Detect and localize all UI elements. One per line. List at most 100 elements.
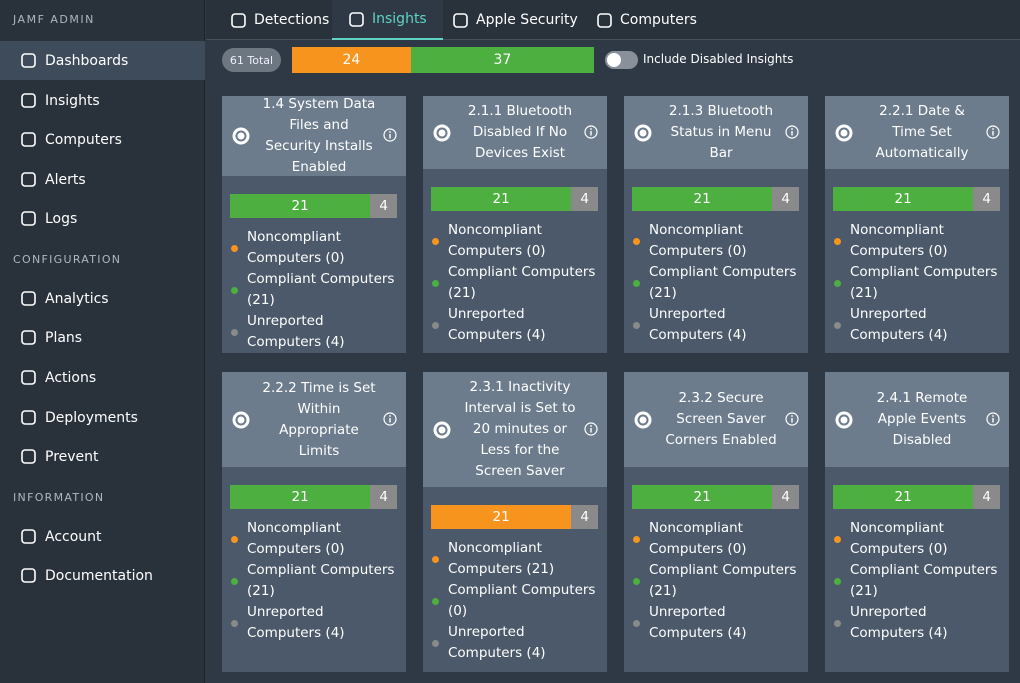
- insight-card[interactable]: 2.2.2 Time is Set Within Appropriate Lim…: [222, 372, 406, 672]
- legend-label: Unreported Computers (4): [649, 604, 747, 641]
- tab-label: Detections: [254, 12, 330, 28]
- card-bar: 21 4: [632, 485, 799, 509]
- insight-card[interactable]: 2.2.1 Date & Time Set Automatically 21 4 No…: [825, 96, 1009, 353]
- icon: [785, 411, 799, 426]
- tab[interactable]: Apple Security: [436, 0, 594, 40]
- nav-item[interactable]: Plans: [0, 318, 205, 357]
- icon: [597, 12, 612, 28]
- legend-label: Noncompliant Computers (0): [247, 229, 345, 266]
- card-grid: 1.4 System Data Files and Security Insta…: [222, 96, 1009, 672]
- legend-item: Unreported Computers (4): [222, 311, 406, 353]
- card-bar: 21 4: [230, 485, 397, 509]
- icon: [453, 12, 468, 28]
- legend: Noncompliant Computers (0) Compliant Comp…: [423, 220, 607, 346]
- icon: [785, 124, 799, 139]
- nav-item[interactable]: Insights: [0, 81, 205, 120]
- legend-item: Compliant Computers (0): [423, 580, 607, 622]
- tab[interactable]: Computers: [580, 0, 713, 40]
- icon: [986, 124, 1000, 139]
- legend-dot: [231, 619, 238, 627]
- nav-item[interactable]: Alerts: [0, 160, 205, 199]
- legend-label: Unreported Computers (4): [448, 306, 546, 343]
- nav-label: Prevent: [45, 448, 99, 465]
- insight-card[interactable]: 2.3.1 Inactivity Interval is Set to 20 m…: [423, 372, 607, 672]
- legend-dot: [231, 328, 238, 336]
- insight-card[interactable]: 2.4.1 Remote Apple Events Disabled 21 4 Non…: [825, 372, 1009, 672]
- nav-item[interactable]: Actions: [0, 358, 205, 397]
- icon: [21, 370, 36, 385]
- legend-item: Noncompliant Computers (0): [423, 220, 607, 262]
- legend-dot: [834, 619, 841, 627]
- legend-label: Compliant Computers (21): [649, 562, 797, 599]
- legend: Noncompliant Computers (0) Compliant Comp…: [624, 518, 808, 644]
- nav-item[interactable]: Analytics: [0, 279, 205, 318]
- legend-item: Unreported Computers (4): [222, 602, 406, 644]
- bar-segment: 4: [973, 187, 1000, 211]
- icon: [986, 411, 1000, 426]
- legend-dot: [633, 321, 640, 329]
- bar-segment: 21: [833, 485, 974, 509]
- card-bar: 21 4: [632, 187, 799, 211]
- legend-label: Compliant Computers (0): [448, 582, 596, 619]
- legend-label: Compliant Computers (21): [247, 271, 395, 308]
- tab-label: Computers: [620, 12, 697, 28]
- nav-label: Insights: [45, 92, 100, 109]
- legend-dot: [834, 321, 841, 329]
- legend-item: Unreported Computers (4): [825, 304, 1009, 346]
- bar-segment: 4: [973, 485, 1000, 509]
- legend-label: Unreported Computers (4): [247, 313, 345, 350]
- tab[interactable]: Detections: [214, 0, 345, 40]
- card-title: 2.1.1 Bluetooth Disabled If No Devices E…: [467, 103, 573, 161]
- nav-item[interactable]: Logs: [0, 199, 205, 238]
- nav-item[interactable]: Deployments: [0, 398, 205, 437]
- bar-segment: 21: [431, 187, 572, 211]
- nav-item[interactable]: Computers: [0, 120, 205, 159]
- nav-label: Plans: [45, 329, 83, 346]
- card-title: 2.3.1 Inactivity Interval is Set to 20 m…: [464, 379, 576, 479]
- nav-item[interactable]: Documentation: [0, 556, 205, 595]
- legend-dot: [432, 597, 439, 605]
- bar-segment: 21: [230, 194, 371, 218]
- nav-label: Logs: [45, 210, 78, 227]
- legend-label: Noncompliant Computers (21): [448, 540, 555, 577]
- insight-card[interactable]: 1.4 System Data Files and Security Insta…: [222, 96, 406, 353]
- card-header: 2.1.3 Bluetooth Status in Menu Bar: [624, 96, 808, 169]
- legend-label: Compliant Computers (21): [850, 264, 998, 301]
- icon: [383, 411, 397, 426]
- legend-label: Unreported Computers (4): [850, 306, 948, 343]
- legend-dot: [432, 237, 439, 245]
- bar-segment: 21: [230, 485, 371, 509]
- nav-item[interactable]: Prevent: [0, 437, 205, 476]
- nav-label: Account: [45, 528, 102, 545]
- nav-label: Documentation: [45, 567, 153, 584]
- nav-item[interactable]: Dashboards: [0, 41, 205, 80]
- bar-segment: 21: [833, 187, 974, 211]
- icon: [835, 411, 853, 428]
- insight-card[interactable]: 2.1.1 Bluetooth Disabled If No Devices E…: [423, 96, 607, 353]
- card-header: 2.3.1 Inactivity Interval is Set to 20 m…: [423, 372, 607, 487]
- summary-segment: 37: [410, 47, 594, 73]
- legend-label: Unreported Computers (4): [850, 604, 948, 641]
- nav-label: Computers: [45, 131, 122, 148]
- toggle-label[interactable]: Include Disabled Insights: [643, 52, 794, 66]
- legend-label: Compliant Computers (21): [247, 562, 395, 599]
- brand: JAMF ADMIN: [13, 13, 95, 26]
- bar-segment: 21: [632, 187, 773, 211]
- nav-item[interactable]: Account: [0, 517, 205, 556]
- legend-item: Unreported Computers (4): [624, 304, 808, 346]
- card-title: 1.4 System Data Files and Security Insta…: [262, 96, 376, 175]
- card-header: 2.2.2 Time is Set Within Appropriate Lim…: [222, 372, 406, 467]
- summary-segment: 24: [292, 47, 411, 73]
- insight-card[interactable]: 2.1.3 Bluetooth Status in Menu Bar 21 4 Non…: [624, 96, 808, 353]
- legend: Noncompliant Computers (0) Compliant Comp…: [825, 220, 1009, 346]
- toggle[interactable]: [605, 51, 638, 69]
- section-heading: CONFIGURATION: [13, 253, 122, 266]
- tab[interactable]: Insights: [332, 0, 443, 40]
- legend-dot: [231, 244, 238, 252]
- icon: [21, 449, 36, 464]
- insight-card[interactable]: 2.3.2 Secure Screen Saver Corners Enable…: [624, 372, 808, 672]
- card-title: 2.1.3 Bluetooth Status in Menu Bar: [668, 103, 774, 161]
- icon: [21, 53, 36, 68]
- sidebar: JAMF ADMIN Dashboards Insights Computers Al…: [0, 0, 205, 683]
- icon: [433, 124, 451, 141]
